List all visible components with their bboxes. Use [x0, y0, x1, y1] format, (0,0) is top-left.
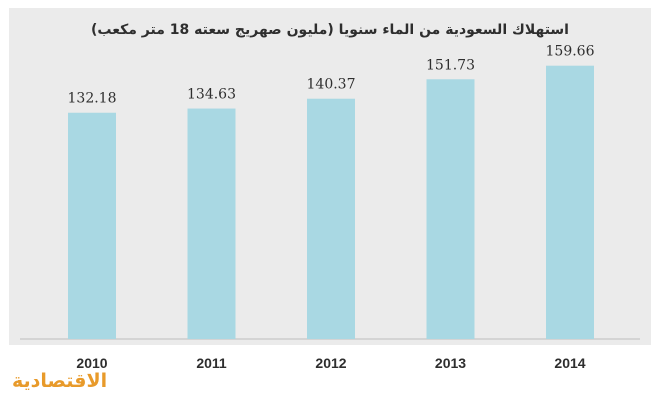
x-tick-label-2010: 2010: [76, 355, 107, 371]
x-tick-label-2013: 2013: [435, 355, 466, 371]
brand-logo: الاقتصادية: [12, 370, 108, 392]
data-label-2010: 132.18: [68, 91, 117, 107]
bar-2013: [426, 79, 475, 340]
bar-2010: [68, 112, 116, 339]
data-label-2014: 159.66: [546, 44, 595, 60]
bar-2011: [187, 108, 236, 339]
x-tick-label-2011: 2011: [196, 355, 227, 371]
chart-title: استهلاك السعودية من الماء سنويا (مليون ص…: [91, 22, 569, 38]
bar-2014: [546, 65, 594, 339]
x-tick-label-2012: 2012: [315, 355, 346, 371]
data-label-2013: 151.73: [426, 57, 475, 73]
data-label-2012: 140.37: [307, 77, 356, 93]
x-tick-label-2014: 2014: [554, 355, 585, 371]
data-label-2011: 134.63: [187, 87, 236, 103]
bar-2012: [307, 98, 355, 339]
